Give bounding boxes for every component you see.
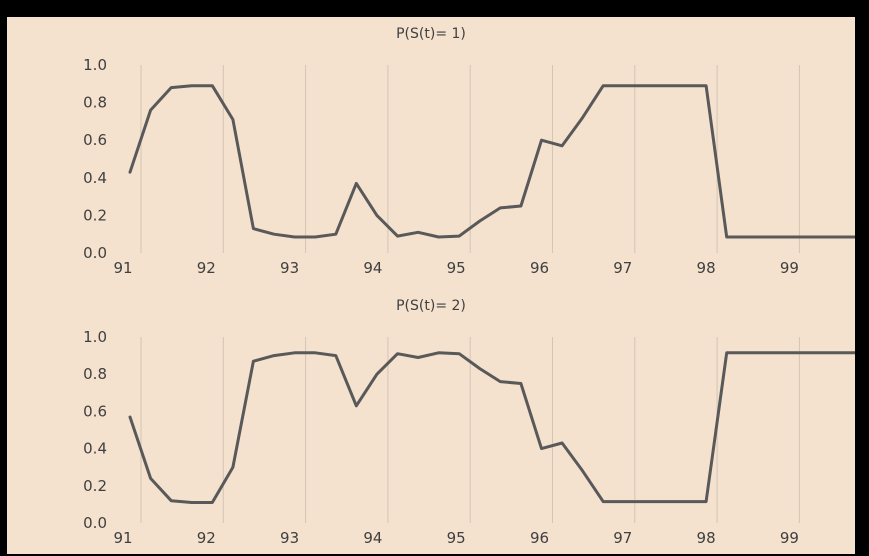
x-tick-label: 98 bbox=[697, 529, 716, 547]
x-tick-label: 98 bbox=[697, 259, 716, 277]
x-tick-label: 97 bbox=[613, 529, 632, 547]
chart-state-2: P(S(t)= 2) 0.0 0.2 0.4 0.6 0.8 1.0 91 92 93 94 95 96… bbox=[83, 298, 855, 547]
y-tick-label: 0.8 bbox=[83, 94, 107, 112]
y-tick-label: 1.0 bbox=[83, 328, 107, 346]
y-tick-label: 0.0 bbox=[83, 514, 107, 532]
x-tick-label: 92 bbox=[197, 529, 216, 547]
y-tick-label: 0.6 bbox=[83, 402, 107, 420]
x-tick-label: 94 bbox=[363, 529, 382, 547]
y-tick-label: 1.0 bbox=[83, 56, 107, 74]
y-tick-label: 0.2 bbox=[83, 206, 107, 224]
chart-background bbox=[7, 17, 855, 554]
x-tick-label: 96 bbox=[530, 529, 549, 547]
y-tick-label: 0.4 bbox=[83, 440, 107, 458]
x-tick-label: 92 bbox=[197, 259, 216, 277]
y-tick-label: 0.4 bbox=[83, 169, 107, 187]
chart-panel: P(S(t)= 1) 0.0 0.2 0.4 0.6 0.8 1.0 91 92 93 94 95 96… bbox=[7, 17, 855, 554]
series-line bbox=[128, 84, 855, 239]
chart-svg: P(S(t)= 1) 0.0 0.2 0.4 0.6 0.8 1.0 91 92 93 94 95 96… bbox=[7, 17, 855, 554]
x-tick-label: 91 bbox=[113, 259, 132, 277]
x-tick-label: 97 bbox=[613, 259, 632, 277]
series-line bbox=[128, 351, 855, 504]
y-tick-label: 0.8 bbox=[83, 365, 107, 383]
chart-state-1: P(S(t)= 1) 0.0 0.2 0.4 0.6 0.8 1.0 91 92 93 94 95 96… bbox=[83, 26, 855, 277]
y-tick-label: 0.0 bbox=[83, 244, 107, 262]
x-tick-label: 99 bbox=[780, 259, 799, 277]
x-tick-label: 96 bbox=[530, 259, 549, 277]
x-tick-label: 95 bbox=[447, 529, 466, 547]
x-tick-label: 95 bbox=[447, 259, 466, 277]
chart-title: P(S(t)= 2) bbox=[396, 298, 466, 314]
chart-title: P(S(t)= 1) bbox=[396, 26, 466, 42]
x-tick-label: 91 bbox=[113, 529, 132, 547]
x-tick-label: 93 bbox=[280, 529, 299, 547]
x-tick-label: 94 bbox=[363, 259, 382, 277]
y-tick-label: 0.2 bbox=[83, 477, 107, 495]
x-tick-label: 93 bbox=[280, 259, 299, 277]
x-tick-label: 99 bbox=[780, 529, 799, 547]
y-tick-label: 0.6 bbox=[83, 131, 107, 149]
